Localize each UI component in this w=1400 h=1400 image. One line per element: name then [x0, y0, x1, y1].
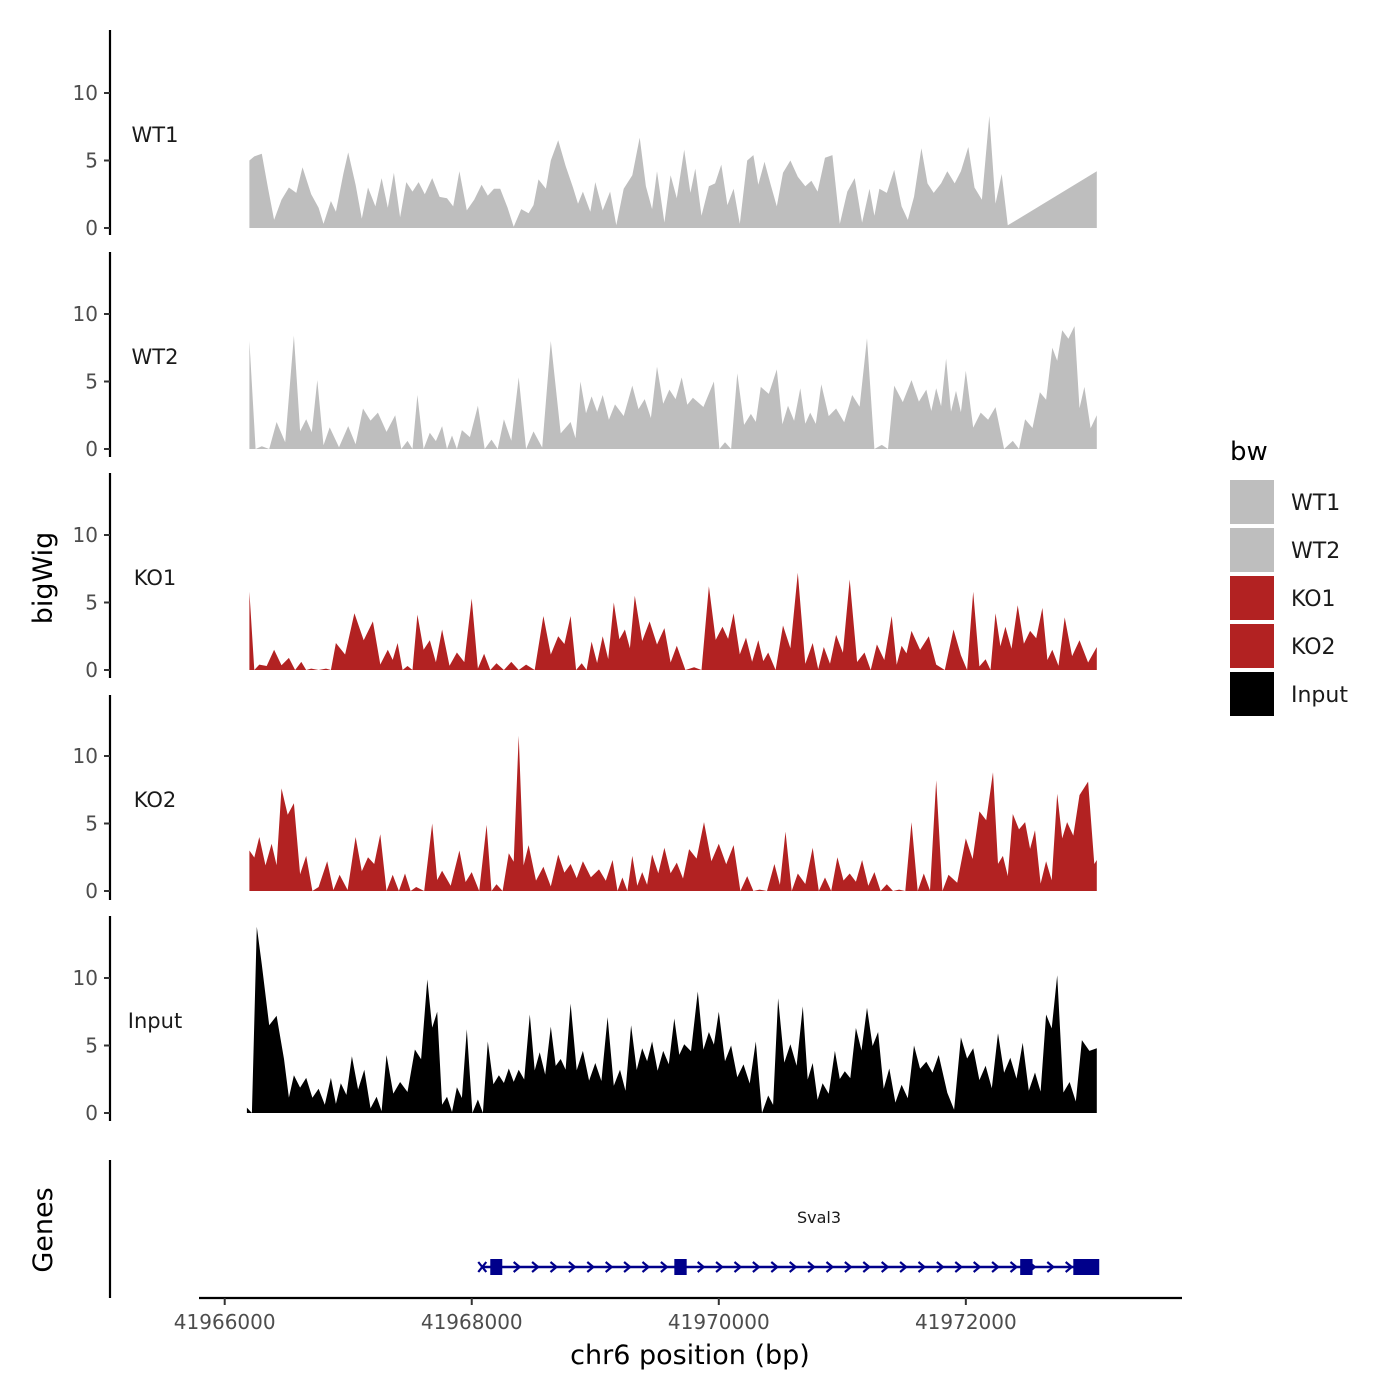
legend-label-wt2: WT2 [1291, 539, 1340, 564]
y-axis-title: bigWig [28, 532, 59, 625]
track-label-ko2: KO2 [134, 788, 177, 812]
legend-title: bw [1230, 437, 1268, 467]
x-axis-title: chr6 position (bp) [570, 1340, 810, 1371]
strand-arrow [641, 1261, 651, 1273]
track-wt1: 0 5 10 WT1 [73, 30, 1097, 240]
strand-arrow [954, 1261, 963, 1273]
track-ko1: 0 5 10 KO1 [73, 473, 1097, 682]
y-tick-label: 5 [85, 591, 98, 615]
strand-arrow [549, 1261, 559, 1273]
strand-arrow [807, 1261, 816, 1273]
strand-arrow [752, 1261, 761, 1273]
y-tick-label: 0 [85, 437, 98, 461]
y-tick-label: 5 [85, 149, 98, 173]
y-tick-label: 10 [73, 81, 98, 105]
strand-arrow [899, 1261, 908, 1273]
legend-swatch-wt1 [1230, 480, 1274, 524]
track-wt2: 0 5 10 WT2 [73, 252, 1097, 461]
strand-arrow [825, 1261, 835, 1273]
track-label-wt2: WT2 [132, 345, 179, 369]
y-tick-label: 10 [73, 744, 98, 768]
track-input: 0 5 10 Input [73, 916, 1097, 1125]
strand-arrow [991, 1261, 1000, 1273]
legend-label-input: Input [1291, 683, 1348, 708]
strand-arrow [586, 1261, 595, 1273]
strand-arrow [604, 1261, 614, 1273]
strand-arrow [972, 1261, 982, 1273]
gene-exon [1073, 1259, 1100, 1275]
strand-arrow [844, 1261, 853, 1273]
y-tick-label: 5 [85, 812, 98, 836]
gene-start-mark [477, 1261, 488, 1273]
y-tick-label: 5 [85, 370, 98, 394]
y-tick-label: 0 [85, 658, 98, 682]
y-tick-label: 10 [73, 523, 98, 547]
legend-swatch-input [1230, 672, 1274, 716]
strand-arrow [623, 1261, 632, 1273]
gene-exon [1020, 1259, 1033, 1275]
y-tick-label: 5 [85, 1034, 98, 1058]
tracks-layer: 0 5 10 WT1 0 5 10 WT2 0 5 10 KO1 0 5 10 KO2 0 5 10 Input [73, 30, 1097, 1125]
x-axis: 41966000 41968000 41970000 41972000 [174, 1296, 1182, 1334]
legend-swatch-ko1 [1230, 576, 1274, 620]
x-tick-label: 41970000 [668, 1310, 770, 1334]
strand-arrow [880, 1261, 890, 1273]
area-wt1 [249, 115, 1097, 228]
strand-arrow [733, 1261, 743, 1273]
legend-label-ko2: KO2 [1291, 635, 1336, 660]
track-label-wt1: WT1 [132, 123, 179, 147]
legend: bw WT1 WT2 KO1 KO2 Input [1230, 437, 1348, 716]
gene-exon [490, 1259, 503, 1275]
track-ko2: 0 5 10 KO2 [73, 695, 1097, 903]
legend-swatch-wt2 [1230, 528, 1274, 572]
legend-label-wt1: WT1 [1291, 491, 1340, 516]
x-tick-label: 41968000 [421, 1310, 523, 1334]
strand-arrow [512, 1261, 522, 1273]
area-wt2 [249, 326, 1097, 449]
y-tick-label: 0 [85, 879, 98, 903]
strand-arrow [917, 1261, 927, 1273]
strand-arrow [715, 1261, 724, 1273]
y-tick-label: 10 [73, 966, 98, 990]
strand-arrow [568, 1261, 577, 1273]
area-ko1 [249, 572, 1097, 670]
x-tick-label: 41972000 [915, 1310, 1017, 1334]
strand-arrow [1046, 1261, 1055, 1273]
x-tick-label: 41966000 [174, 1310, 276, 1334]
legend-swatch-ko2 [1230, 624, 1274, 668]
strand-arrow [1009, 1261, 1019, 1273]
strand-arrow [788, 1261, 798, 1273]
genes-axis-title: Genes [28, 1187, 59, 1272]
strand-arrow [936, 1261, 945, 1273]
strand-arrow [531, 1261, 540, 1273]
y-tick-label: 0 [85, 1101, 98, 1125]
area-ko2 [249, 735, 1097, 891]
strand-arrow [660, 1261, 669, 1273]
area-input [246, 926, 1097, 1113]
track-label-input: Input [128, 1009, 182, 1033]
gene-exon [674, 1259, 687, 1275]
strand-arrow [696, 1261, 706, 1273]
y-tick-label: 0 [85, 216, 98, 240]
gene-name-label: Sval3 [797, 1208, 841, 1227]
strand-arrow [1064, 1261, 1074, 1273]
genes-panel: Sval3 [108, 1160, 1100, 1298]
strand-arrow [862, 1261, 871, 1273]
strand-arrow [770, 1261, 779, 1273]
legend-label-ko1: KO1 [1291, 587, 1336, 612]
track-label-ko1: KO1 [134, 566, 177, 590]
y-tick-label: 10 [73, 302, 98, 326]
